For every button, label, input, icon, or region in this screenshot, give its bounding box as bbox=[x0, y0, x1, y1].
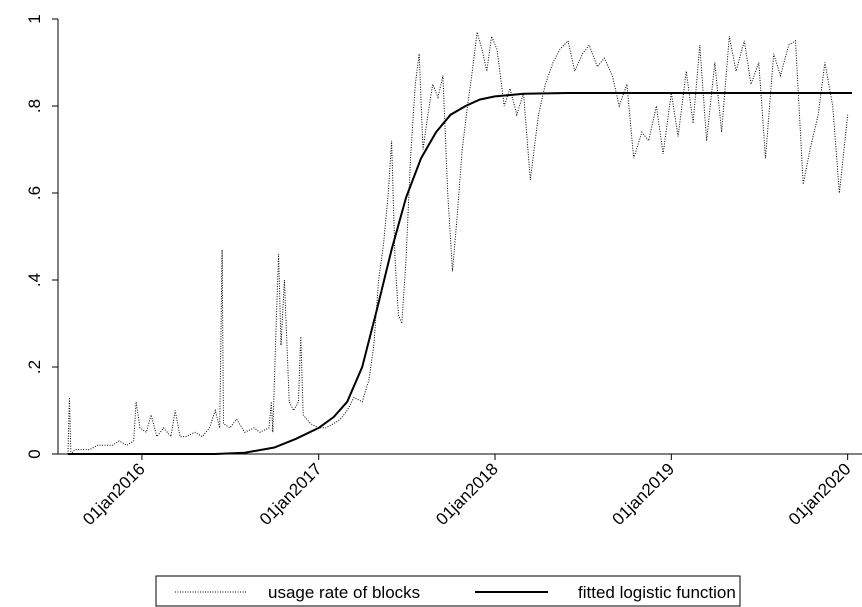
y-tick-label: .2 bbox=[25, 360, 44, 374]
legend-label-fitted-logistic: fitted logistic function bbox=[578, 583, 736, 602]
series-line-fitted-logistic bbox=[68, 92, 852, 455]
y-tick-label: .6 bbox=[25, 186, 44, 200]
y-tick-label: 0 bbox=[25, 449, 44, 458]
legend-box bbox=[155, 575, 741, 607]
series-layer bbox=[67, 31, 852, 456]
y-axis-ticks: 0 .2 .4 .6 .8 1 bbox=[25, 14, 58, 459]
legend-label-usage-rate: usage rate of blocks bbox=[268, 583, 420, 602]
y-tick-label: .8 bbox=[25, 99, 44, 113]
y-tick-label: 1 bbox=[25, 14, 44, 23]
legend: usage rate of blocks fitted logistic fun… bbox=[155, 575, 741, 607]
y-tick-label: .4 bbox=[25, 273, 44, 287]
